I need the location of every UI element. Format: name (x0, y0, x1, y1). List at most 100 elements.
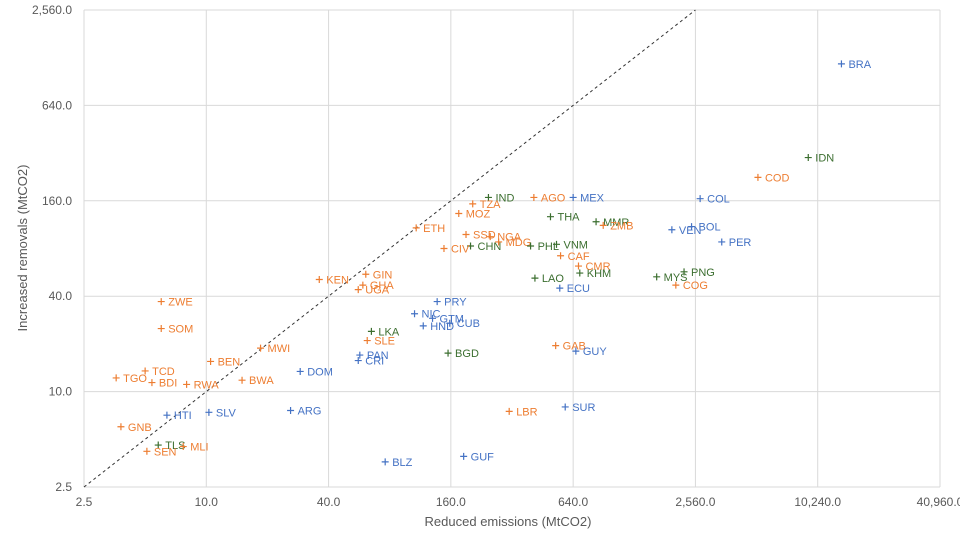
point-label: SEN (154, 446, 177, 458)
x-axis-title: Reduced emissions (MtCO2) (425, 514, 592, 529)
point-marker (296, 367, 304, 375)
point-label: HND (430, 321, 454, 333)
point-label: MYS (664, 272, 688, 284)
point-label: NIC (422, 309, 441, 321)
x-tick-label: 640.0 (558, 495, 588, 509)
point-label: MMR (603, 217, 629, 229)
point-label: BOL (699, 222, 721, 234)
y-axis-title: Increased removals (MtCO2) (15, 165, 30, 332)
point-label: UGA (365, 285, 390, 297)
point-marker (462, 231, 470, 239)
point-label: PHL (538, 241, 559, 253)
data-point-rwa: RWA (183, 379, 219, 391)
point-marker (546, 213, 554, 221)
point-marker (696, 195, 704, 203)
point-marker (315, 275, 323, 283)
point-marker (455, 210, 463, 218)
point-label: PER (729, 237, 752, 249)
point-marker (411, 310, 419, 318)
point-marker (287, 406, 295, 414)
data-point-mwi: MWI (257, 343, 290, 355)
point-marker (381, 458, 389, 466)
point-marker (440, 245, 448, 252)
data-point-civ: CIV (440, 244, 470, 256)
data-point-cmr: CMR (574, 261, 611, 273)
x-tick-label: 10,240.0 (794, 495, 841, 509)
point-label: THA (557, 212, 580, 224)
point-label: MLI (190, 442, 208, 454)
data-point-ben: BEN (207, 356, 240, 368)
point-marker (576, 269, 584, 277)
point-marker (433, 298, 441, 306)
point-label: CUB (457, 318, 480, 330)
data-point-arg: ARG (287, 405, 321, 417)
data-point-sen: SEN (143, 446, 177, 458)
point-label: SSD (473, 230, 496, 242)
data-point-bra: BRA (837, 59, 872, 71)
data-point-gtm: GTM (429, 313, 464, 325)
point-label: RWA (194, 379, 220, 391)
point-label: HTI (174, 410, 192, 422)
point-label: CMR (585, 261, 610, 273)
data-point-gha: GHA (359, 280, 394, 292)
data-point-bol: BOL (688, 222, 721, 234)
point-marker (531, 274, 539, 282)
point-marker (672, 281, 680, 289)
point-marker (157, 325, 165, 333)
point-label: SLV (216, 407, 237, 419)
point-label: AGO (541, 192, 566, 204)
data-point-pan: PAN (356, 350, 389, 362)
data-point-sle: SLE (363, 336, 395, 348)
data-point-mex: MEX (569, 192, 605, 204)
point-label: BRA (848, 59, 871, 71)
point-marker (556, 284, 564, 292)
point-marker (467, 242, 475, 250)
data-point-tza: TZA (469, 199, 501, 211)
point-marker (527, 242, 535, 250)
point-label: GNB (128, 422, 152, 434)
point-label: DOM (307, 366, 333, 378)
y-tick-label: 640.0 (42, 98, 72, 112)
point-label: MWI (268, 343, 291, 355)
point-label: ZMB (610, 220, 633, 232)
point-marker (444, 349, 452, 357)
point-marker (148, 379, 156, 387)
point-label: COG (683, 280, 708, 292)
point-marker (205, 408, 213, 416)
point-marker (668, 226, 676, 234)
data-point-ecu: ECU (556, 283, 590, 295)
point-label: TGO (123, 373, 147, 385)
data-point-gab: GAB (552, 341, 586, 353)
point-label: ZWE (168, 297, 192, 309)
point-label: PAN (367, 350, 389, 362)
data-point-ken: KEN (315, 274, 349, 286)
point-label: KHM (587, 268, 611, 280)
point-marker (354, 357, 362, 365)
point-marker (460, 452, 468, 460)
point-label: PNG (691, 267, 715, 279)
x-tick-label: 10.0 (195, 495, 219, 509)
point-marker (574, 262, 582, 270)
point-label: BGD (455, 348, 479, 360)
data-point-cod: COD (754, 172, 789, 184)
y-tick-label: 40.0 (49, 289, 73, 303)
data-point-bdi: BDI (148, 378, 177, 390)
data-point-tcd: TCD (141, 366, 175, 378)
data-point-mys: MYS (653, 272, 688, 284)
x-tick-label: 40,960.0 (917, 495, 960, 509)
data-point-zwe: ZWE (157, 297, 193, 309)
point-marker (257, 344, 265, 352)
point-marker (356, 351, 364, 359)
point-marker (530, 193, 538, 201)
point-label: CIV (451, 244, 470, 256)
point-marker (688, 223, 696, 231)
point-label: COL (707, 194, 730, 206)
data-point-hnd: HND (419, 321, 454, 333)
tick-labels: 2.5 10.0 40.0 160.0 640.0 2,560.0 10,240.0 40,9… (32, 3, 960, 509)
point-label: TZA (480, 199, 501, 211)
data-point-gnb: GNB (117, 422, 152, 434)
data-point-khm: KHM (576, 268, 611, 280)
y-tick-label: 160.0 (42, 194, 72, 208)
data-point-tha: THA (546, 212, 580, 224)
data-point-gin: GIN (362, 269, 392, 281)
